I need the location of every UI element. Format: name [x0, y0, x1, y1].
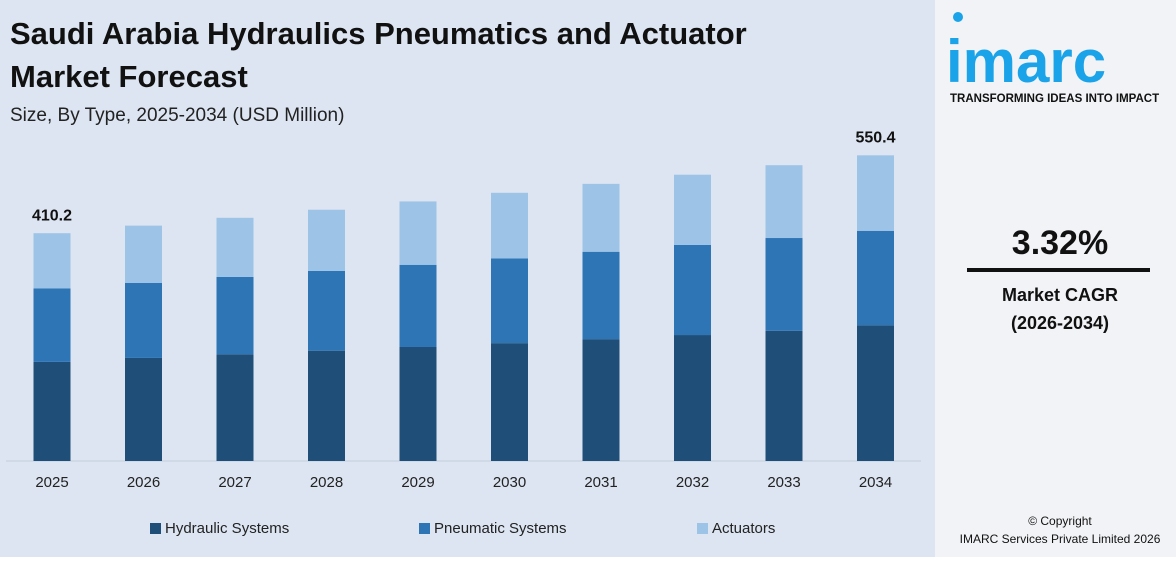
bar-segment — [765, 165, 803, 239]
cagr-label: Market CAGR — [1002, 285, 1118, 305]
legend-label: Hydraulic Systems — [165, 520, 289, 537]
bar-segment — [857, 230, 894, 326]
bar-segment — [765, 330, 803, 461]
bar-segment — [674, 244, 711, 336]
total-label: 550.4 — [855, 130, 895, 147]
chart-subtitle: Size, By Type, 2025-2034 (USD Million) — [10, 105, 344, 126]
bar-segment — [399, 201, 437, 265]
chart-title: Saudi Arabia Hydraulics Pneumatics and A… — [10, 16, 747, 94]
bar-segment — [582, 183, 620, 252]
x-tick-label: 2027 — [218, 474, 251, 491]
bar-segment — [33, 361, 71, 461]
bar-segment — [857, 325, 894, 461]
bar-segment — [33, 233, 71, 289]
company: IMARC Services Private Limited 2026 — [960, 532, 1161, 546]
legend-swatch — [150, 523, 161, 534]
x-tick-label: 2026 — [127, 474, 160, 491]
logo-dot — [953, 12, 963, 22]
copyright: © Copyright — [1028, 514, 1092, 528]
x-tick-label: 2034 — [859, 474, 892, 491]
bar-segment — [674, 174, 711, 245]
bar-segment — [582, 251, 620, 340]
bar-segment — [308, 350, 345, 461]
bar-segment — [125, 282, 162, 358]
x-tick-label: 2031 — [584, 474, 617, 491]
bar-segment — [125, 357, 162, 461]
bar-segment — [308, 270, 345, 351]
logo: imarc — [946, 28, 1106, 95]
tagline: TRANSFORMING IDEAS INTO IMPACT — [950, 93, 1159, 105]
legend-swatch — [419, 523, 430, 534]
x-tick-label: 2030 — [493, 474, 526, 491]
legend-label: Actuators — [712, 520, 775, 537]
bar-segment — [491, 258, 528, 344]
bar-segment — [765, 238, 803, 331]
cagr-value: 3.32% — [1012, 224, 1108, 262]
bar-segment — [216, 217, 254, 277]
brand-panel — [935, 0, 1176, 557]
cagr-period: (2026-2034) — [1011, 313, 1109, 333]
bar-segment — [399, 346, 437, 461]
bar-segment — [216, 276, 254, 355]
bar-segment — [857, 155, 894, 231]
x-tick-label: 2025 — [35, 474, 68, 491]
legend-label: Pneumatic Systems — [434, 520, 567, 537]
bar-segment — [33, 288, 71, 362]
bar-segment — [491, 192, 528, 259]
total-label: 410.2 — [32, 207, 72, 224]
bar-segment — [399, 264, 437, 347]
bar-segment — [216, 354, 254, 461]
bar-segment — [491, 343, 528, 461]
bar-segment — [674, 335, 711, 461]
x-tick-label: 2028 — [310, 474, 343, 491]
x-tick-label: 2032 — [676, 474, 709, 491]
x-tick-label: 2029 — [401, 474, 434, 491]
bar-segment — [125, 225, 162, 283]
bar-segment — [308, 209, 345, 271]
legend-swatch — [697, 523, 708, 534]
bar-segment — [582, 339, 620, 461]
x-tick-label: 2033 — [767, 474, 800, 491]
